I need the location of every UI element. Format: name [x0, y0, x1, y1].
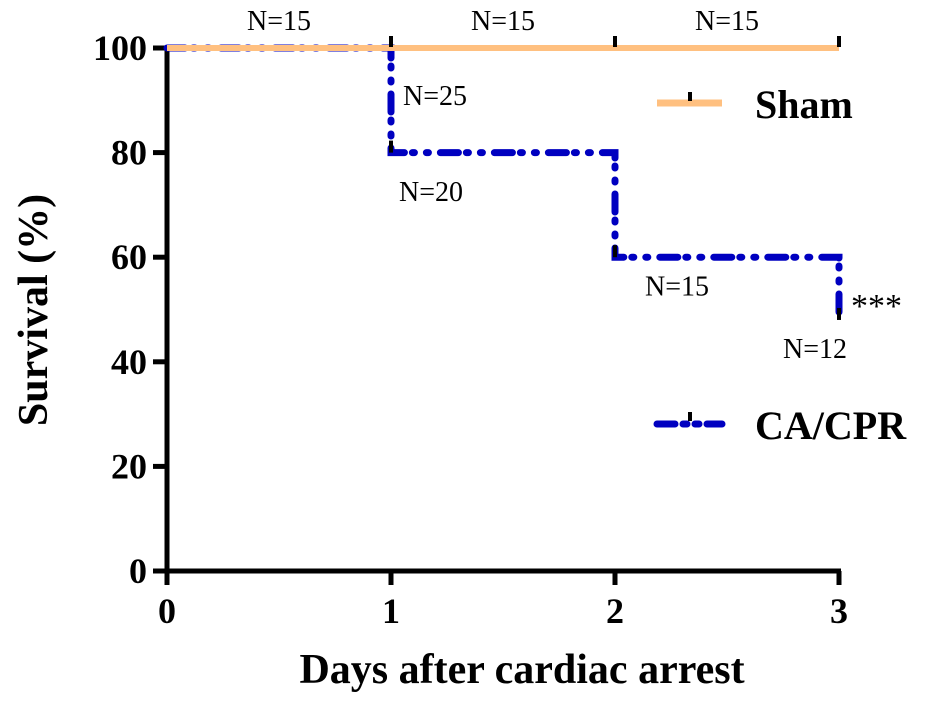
- x-tick-label: 2: [606, 591, 624, 631]
- cpr-n-label: N=15: [645, 271, 709, 302]
- x-tick-label: 3: [830, 591, 848, 631]
- x-axis-title: Days after cardiac arrest: [299, 647, 744, 693]
- sham-n-label: N=15: [471, 6, 535, 37]
- series-line-ca-cpr: [163, 44, 843, 324]
- y-tick-label: 60: [111, 237, 147, 277]
- significance-marker: ***: [851, 288, 902, 325]
- labels-layer: N=15 N=15 N=15 N=25 N=20 N=15 N=12***: [247, 6, 902, 365]
- cpr-n-label: N=12: [783, 334, 847, 365]
- y-tick-label: 0: [129, 551, 147, 591]
- legend-label-sham: Sham: [755, 82, 853, 127]
- sham-n-label: N=15: [247, 6, 311, 37]
- sham-n-label: N=15: [695, 6, 759, 37]
- x-tick-label: 0: [158, 591, 176, 631]
- series-layer: [163, 36, 843, 324]
- legend: Sham CA/CPR: [653, 82, 907, 448]
- cpr-n-label: N=25: [403, 81, 467, 112]
- y-axis-title: Survival (%): [11, 194, 57, 426]
- axes: 0 20 40 60 80 100 0 1 2 3: [93, 28, 848, 631]
- y-tick-label: 40: [111, 342, 147, 382]
- x-tick-label: 1: [382, 591, 400, 631]
- y-tick-label: 20: [111, 446, 147, 486]
- cpr-n-label: N=20: [399, 177, 463, 208]
- legend-label-cpr: CA/CPR: [755, 403, 907, 448]
- y-tick-label: 100: [93, 28, 147, 68]
- y-tick-label: 80: [111, 133, 147, 173]
